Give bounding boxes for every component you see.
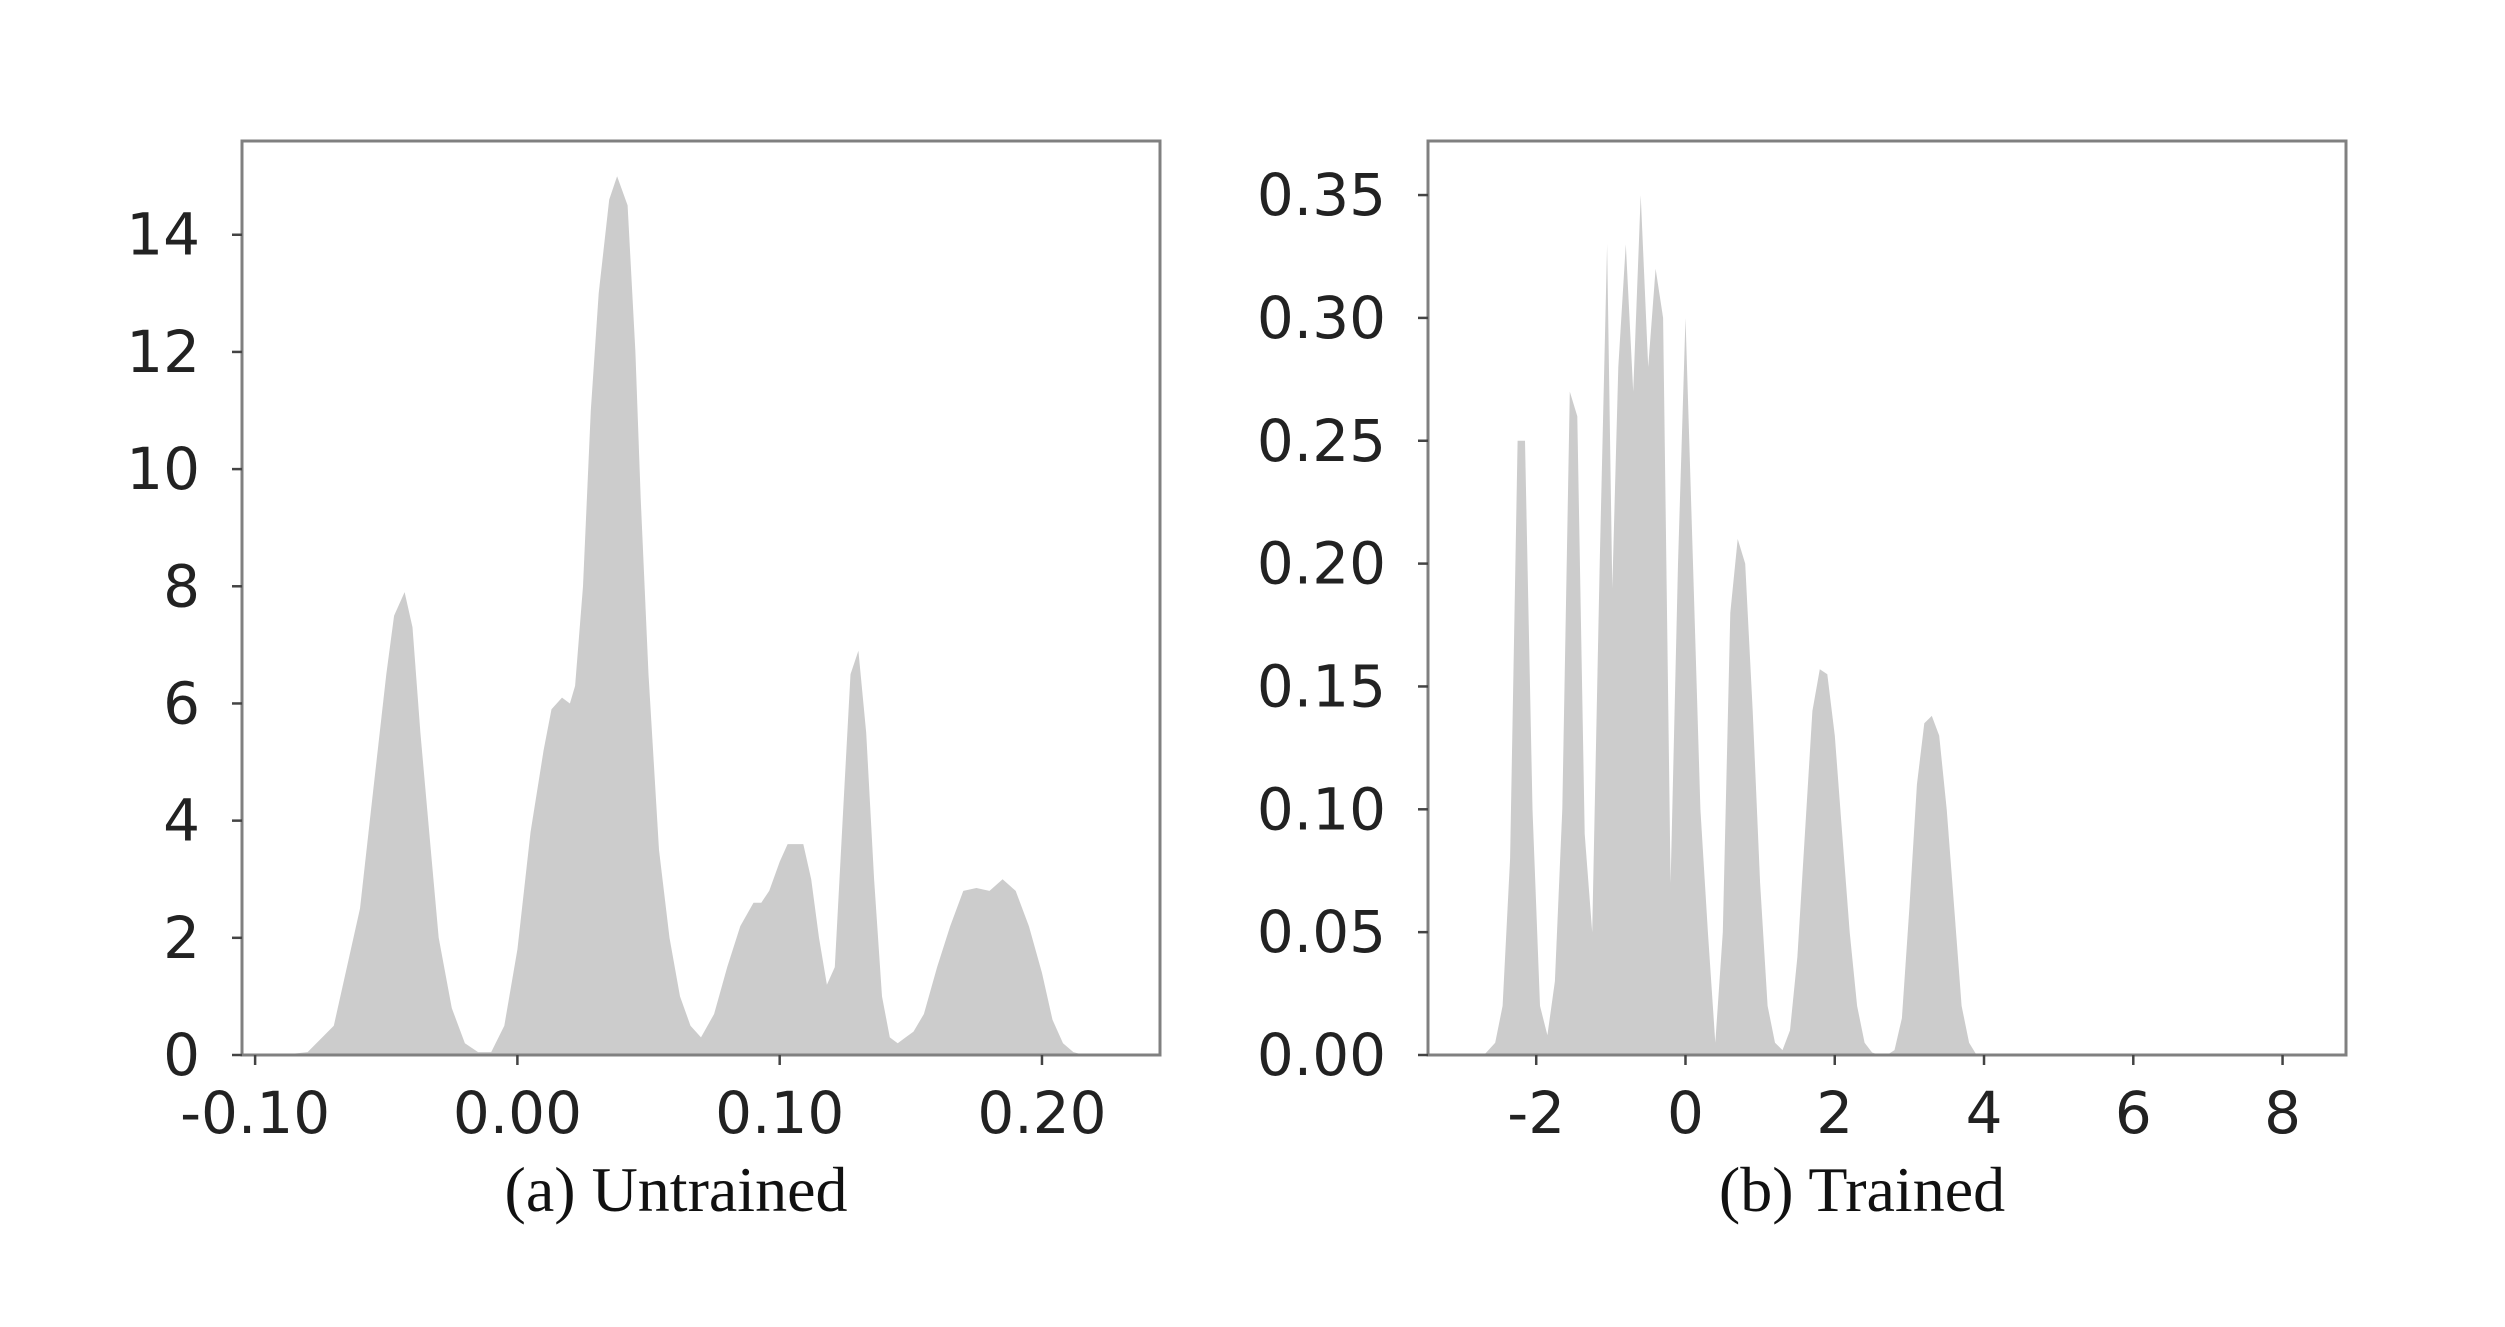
density-area-trained [1428, 195, 2346, 1056]
x-tick-label: 2 [1816, 1079, 1853, 1147]
y-tick-label: 10 [126, 435, 200, 503]
y-axis-untrained: 0 2 4 6 8 10 12 14 [126, 201, 242, 1089]
y-tick-label: 0.30 [1257, 284, 1386, 352]
y-tick-label: 6 [163, 669, 200, 737]
y-tick-label: 0.00 [1257, 1021, 1386, 1089]
y-tick-label: 4 [163, 787, 200, 855]
y-tick-label: 12 [126, 318, 200, 386]
x-tick-label: -0.10 [180, 1079, 330, 1147]
x-tick-label: 0.00 [453, 1079, 582, 1147]
x-axis-untrained: -0.10 0.00 0.10 0.20 [180, 1055, 1107, 1147]
caption-untrained: (a) Untrained [505, 1154, 848, 1225]
density-area-untrained [242, 176, 1160, 1055]
y-tick-label: 8 [163, 552, 200, 620]
x-tick-label: -2 [1507, 1079, 1565, 1147]
x-tick-label: 6 [2115, 1079, 2152, 1147]
plot-frame-untrained [240, 139, 1162, 1057]
panel-trained: -2 0 2 4 6 8 0.00 0.05 0.10 0.15 0.20 0.25 0.30 0.35… [1257, 139, 2348, 1225]
y-tick-label: 0.35 [1257, 161, 1386, 229]
plot-frame-trained [1426, 139, 2348, 1057]
caption-trained: (b) Trained [1719, 1154, 2005, 1225]
y-tick-label: 0.20 [1257, 530, 1386, 598]
y-tick-label: 2 [163, 904, 200, 972]
x-tick-label: 8 [2264, 1079, 2301, 1147]
panel-untrained: -0.10 0.00 0.10 0.20 0 2 4 6 8 10 12 14 (a) Untrai… [126, 139, 1162, 1225]
y-tick-label: 0.10 [1257, 775, 1386, 843]
x-tick-label: 0.20 [977, 1079, 1106, 1147]
y-tick-label: 14 [126, 201, 200, 269]
y-tick-label: 0.05 [1257, 898, 1386, 966]
x-axis-trained: -2 0 2 4 6 8 [1507, 1055, 2301, 1147]
x-tick-label: 4 [1966, 1079, 2003, 1147]
y-tick-label: 0.25 [1257, 407, 1386, 475]
x-tick-label: 0 [1667, 1079, 1704, 1147]
y-tick-label: 0.15 [1257, 652, 1386, 720]
y-axis-trained: 0.00 0.05 0.10 0.15 0.20 0.25 0.30 0.35 [1257, 161, 1428, 1089]
y-tick-label: 0 [163, 1021, 200, 1089]
x-tick-label: 0.10 [715, 1079, 844, 1147]
